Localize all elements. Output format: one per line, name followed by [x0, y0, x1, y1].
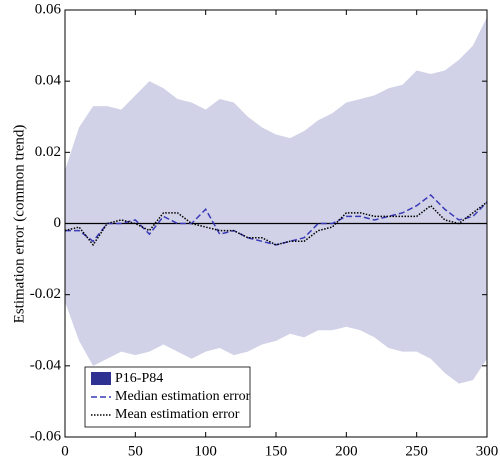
- x-tick-label: 150: [265, 443, 288, 459]
- y-tick-label: 0: [54, 215, 62, 231]
- legend-swatch: [91, 372, 111, 385]
- legend-box: [84, 366, 251, 428]
- y-tick-label: 0.04: [35, 73, 62, 89]
- x-tick-label: 100: [194, 443, 217, 459]
- y-tick-label: 0.06: [35, 1, 62, 17]
- band: [65, 17, 487, 384]
- y-tick-label: -0.04: [30, 357, 62, 373]
- x-tick-label: 300: [476, 443, 499, 459]
- y-tick-label: -0.06: [30, 428, 62, 444]
- y-tick-label: 0.02: [35, 144, 61, 160]
- x-tick-label: 50: [128, 443, 143, 459]
- y-tick-label: -0.02: [30, 286, 61, 302]
- line: [65, 194, 488, 246]
- legend: P16-P84 Median estimation error Mean estim…: [84, 366, 251, 428]
- legend-label: Median estimation error: [115, 389, 251, 404]
- legend-label: P16-P84: [115, 371, 163, 386]
- x-tick-label: 250: [405, 443, 428, 459]
- line: [64, 201, 488, 247]
- y-axis-label: Estimation error (common trend): [11, 125, 27, 324]
- x-tick-label: 0: [61, 443, 69, 459]
- x-tick-label: 200: [335, 443, 358, 459]
- legend-label: Mean estimation error: [115, 407, 240, 422]
